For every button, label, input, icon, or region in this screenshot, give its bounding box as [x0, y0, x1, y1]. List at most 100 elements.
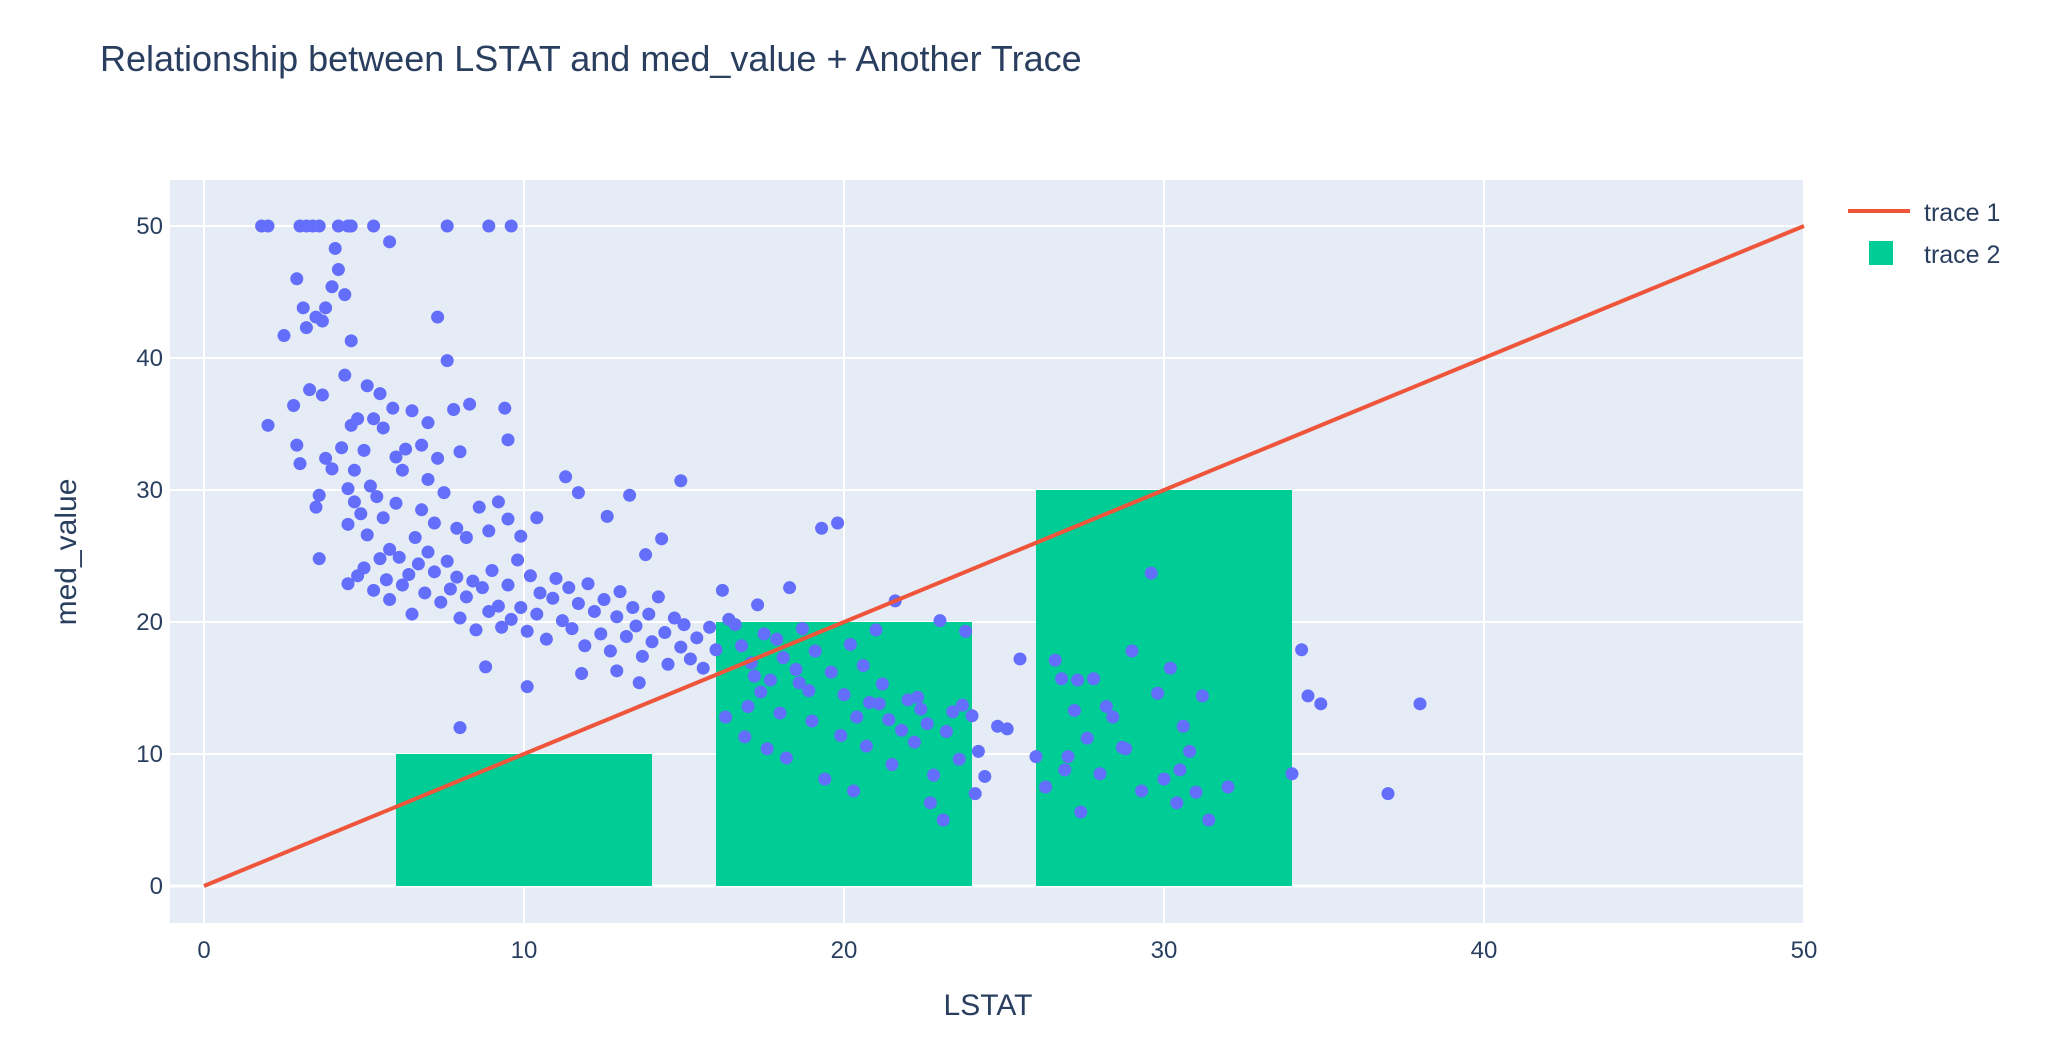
scatter-point[interactable]: [623, 488, 637, 502]
scatter-point[interactable]: [520, 680, 534, 694]
scatter-point[interactable]: [360, 528, 374, 542]
scatter-point[interactable]: [571, 486, 585, 500]
scatter-point[interactable]: [347, 463, 361, 477]
scatter-point[interactable]: [1061, 750, 1075, 764]
scatter-point[interactable]: [709, 643, 723, 657]
scatter-point[interactable]: [1048, 653, 1062, 667]
scatter-point[interactable]: [1093, 767, 1107, 781]
scatter-point[interactable]: [587, 604, 601, 618]
scatter-point[interactable]: [1413, 697, 1427, 711]
scatter-point[interactable]: [815, 521, 829, 535]
legend[interactable]: trace 1 trace 2: [1848, 199, 2000, 269]
scatter-point[interactable]: [296, 301, 310, 315]
scatter-point[interactable]: [347, 495, 361, 509]
scatter-point[interactable]: [530, 511, 544, 525]
scatter-point[interactable]: [639, 548, 653, 562]
scatter-point[interactable]: [431, 310, 445, 324]
scatter-point[interactable]: [859, 739, 873, 753]
scatter-point[interactable]: [514, 529, 528, 543]
scatter-point[interactable]: [792, 676, 806, 690]
scatter-point[interactable]: [783, 581, 797, 595]
scatter-point[interactable]: [850, 710, 864, 724]
scatter-point[interactable]: [802, 684, 816, 698]
scatter-point[interactable]: [594, 627, 608, 641]
scatter-point[interactable]: [504, 219, 518, 233]
scatter-point[interactable]: [325, 462, 339, 476]
scatter-point[interactable]: [674, 474, 688, 488]
scatter-point[interactable]: [1067, 703, 1081, 717]
scatter-point[interactable]: [895, 723, 909, 737]
scatter-point[interactable]: [747, 669, 761, 683]
scatter-point[interactable]: [450, 521, 464, 535]
scatter-point[interactable]: [645, 635, 659, 649]
scatter-point[interactable]: [559, 470, 573, 484]
scatter-point[interactable]: [443, 582, 457, 596]
scatter-point[interactable]: [824, 665, 838, 679]
scatter-point[interactable]: [319, 451, 333, 465]
scatter-point[interactable]: [597, 593, 611, 607]
scatter-point[interactable]: [658, 626, 672, 640]
scatter-point[interactable]: [939, 725, 953, 739]
scatter-point[interactable]: [357, 561, 371, 575]
scatter-point[interactable]: [523, 569, 537, 583]
scatter-point[interactable]: [578, 639, 592, 653]
scatter-point[interactable]: [818, 772, 832, 786]
scatter-point[interactable]: [469, 623, 483, 637]
scatter-point[interactable]: [312, 488, 326, 502]
scatter-point[interactable]: [421, 545, 435, 559]
scatter-point[interactable]: [651, 590, 665, 604]
scatter-point[interactable]: [936, 813, 950, 827]
scatter-point[interactable]: [408, 531, 422, 545]
scatter-point[interactable]: [831, 516, 845, 530]
scatter-point[interactable]: [463, 397, 477, 411]
scatter-point[interactable]: [837, 688, 851, 702]
scatter-point[interactable]: [293, 457, 307, 471]
scatter-point[interactable]: [328, 241, 342, 255]
scatter-point[interactable]: [299, 321, 313, 335]
scatter-point[interactable]: [331, 219, 345, 233]
scatter-point[interactable]: [383, 235, 397, 249]
scatter-point[interactable]: [789, 663, 803, 677]
scatter-point[interactable]: [907, 735, 921, 749]
scatter-point[interactable]: [834, 729, 848, 743]
scatter-point[interactable]: [440, 354, 454, 368]
scatter-point[interactable]: [447, 402, 461, 416]
scatter-point[interactable]: [395, 578, 409, 592]
scatter-point[interactable]: [1163, 661, 1177, 675]
scatter-point[interactable]: [946, 705, 960, 719]
scatter-point[interactable]: [367, 219, 381, 233]
scatter-point[interactable]: [562, 581, 576, 595]
scatter-point[interactable]: [530, 607, 544, 621]
scatter-point[interactable]: [431, 451, 445, 465]
scatter-point[interactable]: [495, 620, 509, 634]
scatter-point[interactable]: [341, 517, 355, 531]
scatter-point[interactable]: [719, 710, 733, 724]
scatter-point[interactable]: [655, 532, 669, 546]
line-series[interactable]: [203, 224, 1805, 888]
scatter-point[interactable]: [504, 612, 518, 626]
scatter-point[interactable]: [603, 644, 617, 658]
scatter-point[interactable]: [661, 657, 675, 671]
scatter-point[interactable]: [501, 578, 515, 592]
scatter-point[interactable]: [440, 219, 454, 233]
scatter-point[interactable]: [325, 280, 339, 294]
scatter-point[interactable]: [875, 677, 889, 691]
scatter-point[interactable]: [287, 399, 301, 413]
scatter-point[interactable]: [354, 507, 368, 521]
scatter-point[interactable]: [498, 401, 512, 415]
scatter-point[interactable]: [1013, 652, 1027, 666]
scatter-point[interactable]: [520, 624, 534, 638]
scatter-point[interactable]: [459, 590, 473, 604]
scatter-point[interactable]: [290, 272, 304, 286]
scatter-point[interactable]: [344, 219, 358, 233]
scatter-point[interactable]: [770, 632, 784, 646]
scatter-point[interactable]: [610, 610, 624, 624]
scatter-point[interactable]: [754, 685, 768, 699]
scatter-point[interactable]: [1125, 644, 1139, 658]
scatter-point[interactable]: [920, 717, 934, 731]
bar[interactable]: [1036, 490, 1292, 886]
scatter-point[interactable]: [315, 314, 329, 328]
scatter-point[interactable]: [379, 573, 393, 587]
scatter-point[interactable]: [555, 614, 569, 628]
scatter-point[interactable]: [1151, 686, 1165, 700]
